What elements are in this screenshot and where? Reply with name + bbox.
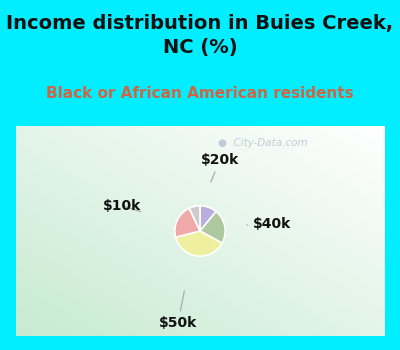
Text: $10k: $10k <box>103 199 142 213</box>
Text: ●  City-Data.com: ● City-Data.com <box>218 138 308 148</box>
Wedge shape <box>176 231 222 256</box>
Text: Black or African American residents: Black or African American residents <box>46 86 354 101</box>
Wedge shape <box>189 206 200 231</box>
Text: $20k: $20k <box>201 153 239 182</box>
Wedge shape <box>175 208 200 237</box>
Text: $50k: $50k <box>159 291 197 330</box>
Text: Income distribution in Buies Creek,
NC (%): Income distribution in Buies Creek, NC (… <box>6 14 394 56</box>
Wedge shape <box>200 206 216 231</box>
Wedge shape <box>200 212 225 243</box>
Text: $40k: $40k <box>247 217 292 231</box>
